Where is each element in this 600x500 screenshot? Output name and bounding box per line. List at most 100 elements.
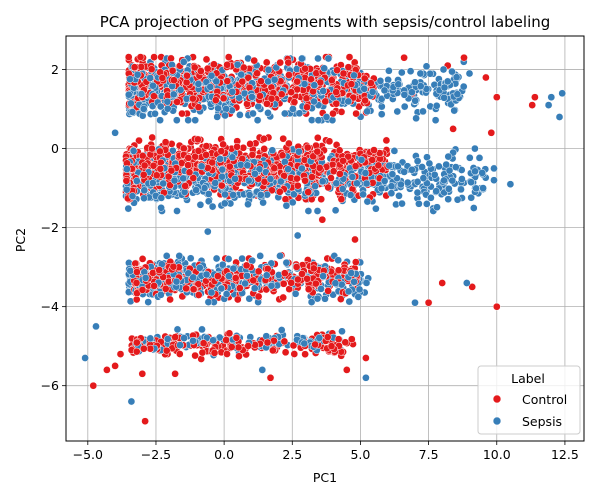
point-sepsis (170, 176, 179, 185)
point-sepsis (169, 90, 178, 99)
point-sepsis (137, 90, 146, 98)
point-sepsis (400, 102, 409, 111)
point-control (334, 266, 343, 275)
point-control (339, 69, 348, 78)
point-control (189, 174, 198, 182)
point-sepsis (490, 176, 498, 185)
point-control (313, 133, 322, 142)
point-control (246, 140, 254, 148)
legend-box (477, 365, 581, 435)
point-sepsis (157, 194, 166, 202)
point-sepsis (289, 190, 298, 199)
point-sepsis (191, 116, 200, 125)
point-sepsis (146, 74, 155, 82)
point-sepsis (439, 65, 448, 74)
point-control (315, 164, 324, 172)
y-tick-label: −6 (41, 378, 59, 393)
point-control (301, 64, 309, 73)
point-sepsis (419, 107, 427, 116)
x-tick-label: 12.5 (551, 447, 579, 462)
x-tick-label: −5.0 (73, 447, 103, 462)
point-sepsis (157, 290, 165, 299)
x-axis-label: PC1 (313, 470, 337, 485)
point-sepsis (280, 109, 289, 118)
point-control (116, 350, 125, 358)
point-control (263, 338, 272, 347)
point-control (301, 350, 309, 359)
point-sepsis (126, 266, 135, 275)
legend-marker-sepsis (492, 416, 502, 426)
point-control (183, 71, 191, 80)
point-control (233, 295, 242, 304)
point-sepsis (377, 184, 386, 193)
point-sepsis (338, 185, 347, 193)
point-sepsis (465, 153, 474, 162)
y-ticks: 2 0 −2 −4 −6 (41, 62, 66, 393)
point-control (161, 138, 170, 147)
point-sepsis (192, 186, 200, 194)
point-control (179, 144, 188, 153)
point-control (341, 338, 350, 347)
point-control (335, 146, 344, 155)
point-control (202, 151, 210, 159)
point-control (342, 366, 351, 374)
point-sepsis (400, 168, 409, 176)
point-control (293, 174, 301, 183)
point-sepsis (111, 128, 119, 137)
x-tick-label: 7.5 (419, 447, 439, 462)
point-control (368, 156, 377, 164)
point-control (311, 340, 319, 349)
point-sepsis (218, 260, 227, 269)
point-control (182, 78, 191, 87)
point-control (194, 103, 203, 112)
point-sepsis (189, 273, 198, 282)
point-sepsis (467, 193, 476, 202)
point-sepsis (295, 147, 303, 156)
point-control (225, 329, 234, 338)
point-sepsis (157, 203, 165, 212)
point-control (254, 292, 263, 301)
point-control (460, 53, 468, 62)
legend-label-control: Control (522, 392, 567, 407)
point-control (182, 284, 190, 293)
point-sepsis (221, 111, 229, 120)
point-sepsis (324, 54, 333, 63)
point-sepsis (443, 77, 452, 86)
point-control (352, 109, 360, 118)
point-sepsis (298, 54, 306, 63)
point-control (285, 139, 293, 148)
point-sepsis (338, 327, 346, 336)
point-control (307, 75, 315, 84)
point-sepsis (225, 272, 233, 280)
point-control (122, 176, 131, 185)
point-sepsis (377, 110, 386, 119)
point-sepsis (256, 191, 265, 199)
point-sepsis (555, 113, 564, 121)
plot-frame (65, 35, 585, 442)
point-control (281, 195, 290, 204)
point-sepsis (452, 73, 461, 82)
point-sepsis (129, 147, 138, 155)
point-control (347, 335, 356, 344)
point-sepsis (411, 298, 419, 307)
point-sepsis (427, 193, 435, 202)
point-sepsis (172, 116, 181, 125)
point-control (139, 344, 148, 353)
point-sepsis (209, 336, 217, 345)
point-control (194, 280, 203, 289)
point-control (139, 170, 148, 179)
point-sepsis (448, 176, 457, 185)
point-control (132, 347, 141, 356)
point-control (336, 170, 344, 178)
point-sepsis (173, 325, 182, 334)
point-sepsis (270, 75, 279, 84)
point-control (156, 147, 164, 156)
point-control (323, 333, 332, 341)
point-sepsis (419, 174, 428, 182)
point-control (227, 343, 236, 351)
point-sepsis (139, 105, 148, 113)
point-control (210, 349, 219, 357)
point-sepsis (126, 75, 134, 84)
point-control (275, 187, 284, 196)
point-sepsis (422, 200, 431, 208)
